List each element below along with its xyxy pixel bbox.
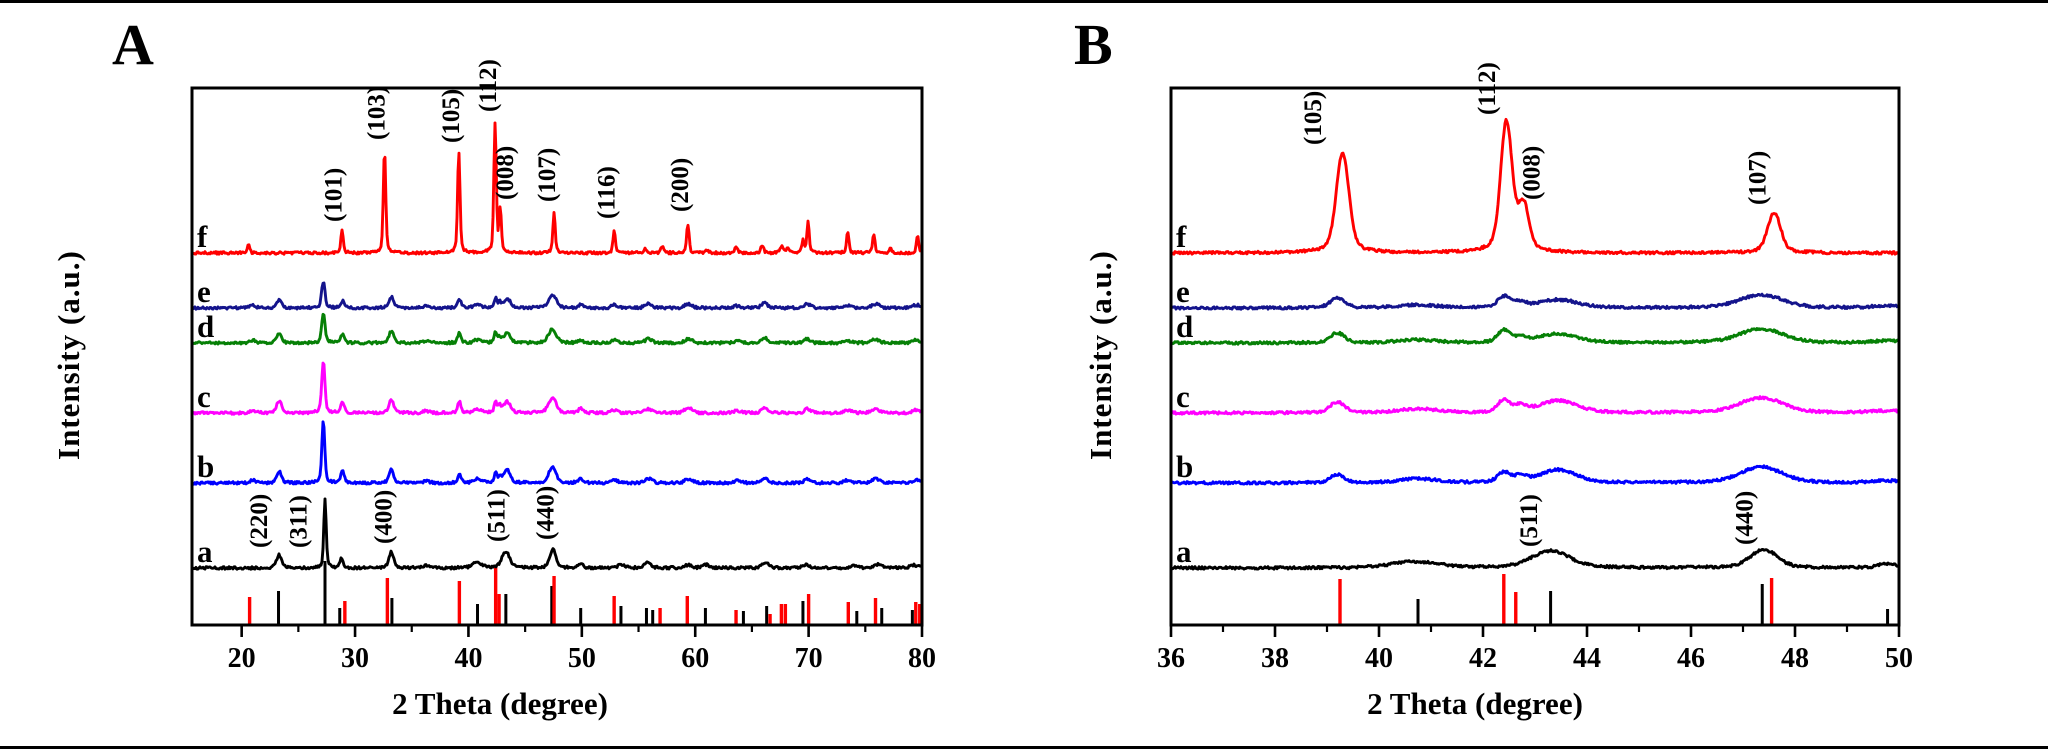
hkl-label-A: (200) xyxy=(667,158,694,212)
curve-f-A xyxy=(193,121,921,256)
hkl-label-B: (008) xyxy=(1518,146,1545,200)
traces-A xyxy=(193,121,921,571)
x-tick-label: 30 xyxy=(341,643,369,674)
hkl-label-B: (511) xyxy=(1516,494,1543,547)
hkl-label-A: (008) xyxy=(492,146,519,200)
curve-c-B xyxy=(1172,395,1898,416)
curve-d-B xyxy=(1172,327,1898,346)
hkl-label-A: (101) xyxy=(321,168,348,222)
hkl-label-A: (400) xyxy=(371,490,398,544)
x-tick-label: 48 xyxy=(1781,643,1809,674)
x-axis-label-a: 2 Theta (degree) xyxy=(392,686,608,721)
x-tick-label: 80 xyxy=(908,643,936,674)
x-tick-label: 46 xyxy=(1677,643,1705,674)
hkl-label-B: (107) xyxy=(1745,151,1772,205)
curve-b-B xyxy=(1172,464,1898,486)
hkl-label-A: (105) xyxy=(438,89,465,143)
hkl-label-A: (311) xyxy=(286,495,313,548)
x-tick-label: 20 xyxy=(228,643,256,674)
x-tick-label: 50 xyxy=(568,643,596,674)
x-tick-label: 70 xyxy=(795,643,823,674)
panel-b-letter: B xyxy=(1074,12,1113,77)
curve-d-A xyxy=(193,312,921,346)
hkl-label-A: (112) xyxy=(475,59,502,112)
curve-e-A xyxy=(193,281,921,311)
x-tick-label: 40 xyxy=(1365,643,1393,674)
curve-letter-d-A: d xyxy=(197,309,214,344)
plot-frame-B xyxy=(1169,86,1901,627)
x-axis-label-b: 2 Theta (degree) xyxy=(1367,686,1583,721)
x-tick-label: 60 xyxy=(681,643,709,674)
x-tick-label: 36 xyxy=(1157,643,1185,674)
x-tick-label: 38 xyxy=(1261,643,1289,674)
hkl-label-A: (103) xyxy=(364,86,391,140)
curve-e-B xyxy=(1172,292,1898,311)
curve-letter-a-A: a xyxy=(197,534,213,569)
x-tick-label: 50 xyxy=(1885,643,1913,674)
curve-b-A xyxy=(193,420,921,486)
curve-a-A xyxy=(193,497,921,571)
curve-f-B xyxy=(1172,117,1898,256)
curve-letter-e-B: e xyxy=(1176,274,1190,309)
curve-letter-c-A: c xyxy=(197,379,211,414)
hkl-label-A: (116) xyxy=(593,166,620,219)
curve-letter-d-B: d xyxy=(1176,309,1193,344)
hkl-label-A: (511) xyxy=(483,489,510,542)
top-border-line xyxy=(0,0,2048,3)
curve-letter-e-A: e xyxy=(197,274,211,309)
curve-letter-b-A: b xyxy=(197,449,214,484)
x-tick-label: 40 xyxy=(454,643,482,674)
curve-letter-f-B: f xyxy=(1176,219,1187,254)
curve-letter-a-B: a xyxy=(1176,534,1192,569)
hkl-label-A: (440) xyxy=(533,486,560,540)
curve-c-A xyxy=(193,361,921,416)
hkl-label-B: (440) xyxy=(1732,491,1759,545)
curve-letter-b-B: b xyxy=(1176,449,1193,484)
panel-a-letter: A xyxy=(112,12,154,77)
traces-B xyxy=(1172,117,1898,571)
curve-letter-c-B: c xyxy=(1176,379,1190,414)
x-tick-label: 44 xyxy=(1573,643,1601,674)
bottom-border-line xyxy=(0,746,2048,749)
hkl-label-B: (105) xyxy=(1300,91,1327,145)
x-tick-label: 42 xyxy=(1469,643,1497,674)
curve-letter-f-A: f xyxy=(197,219,208,254)
hkl-label-A: (220) xyxy=(246,494,273,548)
curve-a-B xyxy=(1172,548,1898,571)
hkl-label-A: (107) xyxy=(534,148,561,202)
plot-frame-A xyxy=(190,86,924,627)
